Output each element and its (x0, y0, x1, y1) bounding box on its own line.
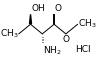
Text: NH$_2$: NH$_2$ (43, 45, 62, 57)
Polygon shape (30, 14, 32, 24)
Text: HCl: HCl (75, 45, 91, 54)
Text: O: O (62, 35, 69, 44)
Text: OH: OH (31, 4, 45, 13)
Text: CH$_3$: CH$_3$ (0, 28, 18, 40)
Text: CH$_3$: CH$_3$ (78, 18, 97, 30)
Text: O: O (55, 4, 62, 13)
